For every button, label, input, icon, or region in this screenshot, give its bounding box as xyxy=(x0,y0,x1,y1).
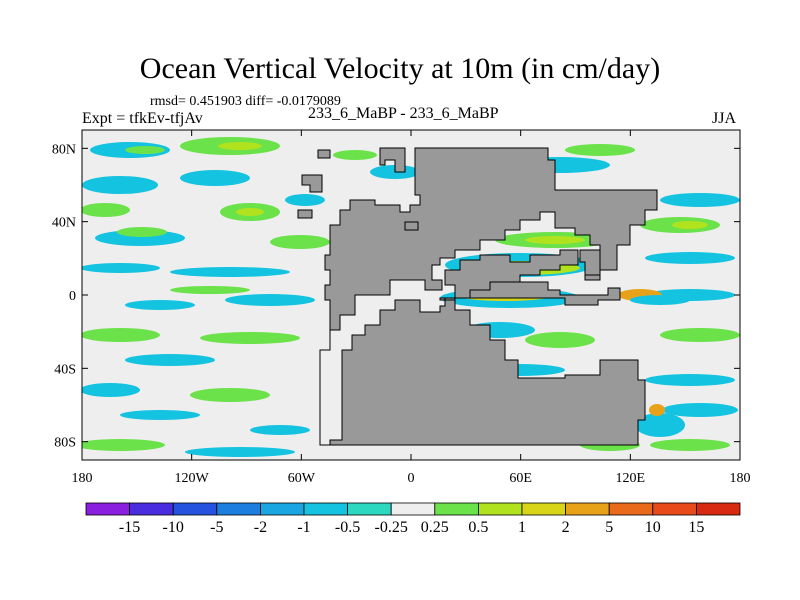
colorbar-label: 0.5 xyxy=(468,519,488,536)
colorbar-label: 0.25 xyxy=(421,519,449,536)
land-mass-north-island xyxy=(379,147,406,173)
colorbar-swatch xyxy=(434,502,479,516)
colorbar-label: -0.5 xyxy=(335,519,360,536)
colorbar-swatch xyxy=(608,502,654,516)
colorbar-swatch xyxy=(390,502,436,516)
colorbar-swatch xyxy=(521,502,566,516)
center-label: 233_6_MaBP - 233_6_MaBP xyxy=(308,105,499,122)
map-title: Ocean Vertical Velocity at 10m (in cm/da… xyxy=(139,52,661,85)
y-tick-label: 80S xyxy=(54,436,76,451)
colorbar-swatch xyxy=(652,502,697,516)
colorbar-label: -5 xyxy=(210,519,223,536)
colorbar-swatch xyxy=(696,502,741,516)
colorbar-swatch xyxy=(172,502,218,516)
experiment-label: Expt = tfkEv-tfjAv xyxy=(82,110,203,127)
colorbar-label: 15 xyxy=(688,519,704,536)
colorbar-swatch xyxy=(85,502,130,516)
x-tick-label: 180 xyxy=(730,471,751,486)
land-mass-small-island xyxy=(301,174,323,193)
x-tick-label: 120W xyxy=(175,471,210,486)
colorbar-swatch xyxy=(129,502,174,516)
stats-line: rmsd= 0.451903 diff= -0.0179089 xyxy=(150,94,341,109)
colorbar-swatch xyxy=(347,502,392,516)
colorbar-label: 10 xyxy=(645,519,661,536)
season-label: JJA xyxy=(712,110,737,127)
colorbar-swatch xyxy=(259,502,305,516)
land-mass-small-island-4 xyxy=(404,221,419,231)
colorbar-label: -1 xyxy=(297,519,310,536)
colorbar-swatch xyxy=(565,502,610,516)
y-tick-label: 80N xyxy=(52,142,76,157)
colorbar-label: -15 xyxy=(119,519,140,536)
x-tick-label: 60E xyxy=(509,471,532,486)
x-tick-label: 180 xyxy=(72,471,93,486)
land-mass xyxy=(319,147,658,446)
y-tick-label: 40S xyxy=(54,362,76,377)
y-tick-label: 0 xyxy=(69,289,76,304)
x-tick-label: 120E xyxy=(616,471,646,486)
colorbar-swatch xyxy=(216,502,261,516)
colorbar-label: -2 xyxy=(254,519,267,536)
x-tick-label: 60W xyxy=(288,471,316,486)
land-mass-small-island-3 xyxy=(297,209,313,219)
colorbar: -15 -10 -5 -2 -1 -0.5 -0.25 0.25 0.5 1 2 5 10 15 xyxy=(85,502,741,536)
x-axis-ticks: 180 120W 60W 0 60E 120E 180 xyxy=(72,130,751,486)
colorbar-label: 1 xyxy=(518,519,526,536)
y-tick-label: 40N xyxy=(52,216,76,231)
land-mass-small-island-2 xyxy=(317,149,331,159)
colorbar-label: 5 xyxy=(605,519,613,536)
colorbar-swatch xyxy=(303,502,348,516)
colorbar-label: -10 xyxy=(163,519,184,536)
colorbar-swatch xyxy=(477,502,523,516)
x-tick-label: 0 xyxy=(408,471,415,486)
colorbar-label: 2 xyxy=(562,519,570,536)
colorbar-label: -0.25 xyxy=(375,519,408,536)
land-mass-east-island xyxy=(579,249,601,276)
y-axis-ticks: 80N 40N 0 40S 80S xyxy=(52,142,740,451)
